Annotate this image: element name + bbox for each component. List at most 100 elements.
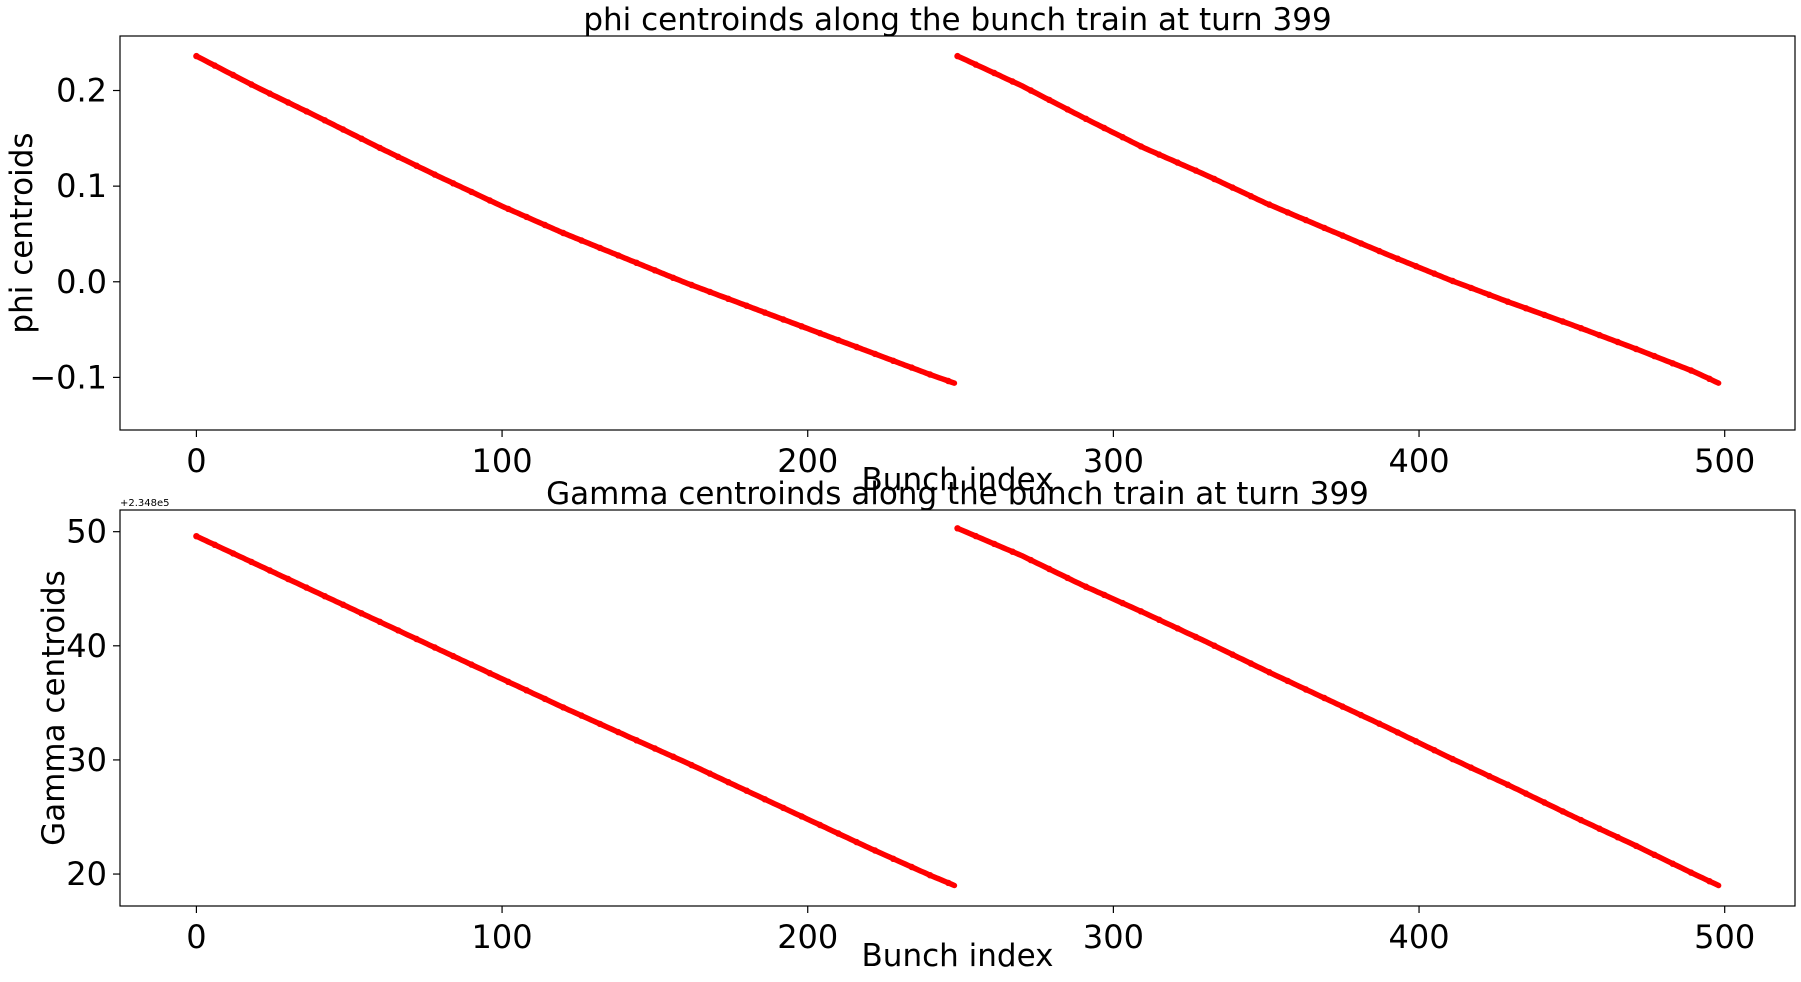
phi-data-point — [431, 171, 438, 178]
phi-data-point — [1504, 298, 1511, 305]
phi-data-point — [1046, 96, 1053, 104]
gamma-x-tick-label: 300 — [1083, 918, 1144, 956]
phi-data-point — [954, 52, 961, 60]
gamma-data-point — [229, 550, 237, 557]
gamma-series-marks — [193, 525, 1722, 889]
phi-data-point — [871, 350, 879, 358]
phi-data-point — [486, 197, 493, 204]
gamma-data-point — [468, 661, 475, 668]
phi-y-tick-label: 0.1 — [56, 167, 107, 205]
gamma-data-point — [1156, 616, 1163, 623]
gamma-data-point — [1376, 720, 1383, 727]
gamma-data-point — [1467, 764, 1475, 771]
gamma-data-point — [394, 627, 402, 634]
gamma-x-tick-label: 500 — [1694, 918, 1755, 956]
phi-data-point — [266, 90, 273, 97]
phi-data-point — [1522, 305, 1530, 312]
gamma-y-axis-label: Gamma centroids — [36, 570, 72, 846]
phi-plot-area — [119, 35, 1796, 431]
gamma-series-2 — [954, 525, 1722, 889]
gamma-data-point — [1632, 842, 1640, 850]
gamma-data-point — [1302, 686, 1310, 693]
phi-data-point — [1156, 151, 1163, 158]
phi-data-point — [468, 188, 475, 196]
phi-data-point — [394, 153, 402, 160]
gamma-data-point — [450, 652, 457, 660]
phi-data-point — [908, 364, 915, 371]
phi-data-point — [1119, 134, 1126, 141]
phi-data-point — [1394, 255, 1401, 262]
phi-axis-ticks: 0 100 200 300 400 500 −0.1 0.0 0.1 0.2 — [29, 72, 1755, 480]
phi-data-point — [1357, 240, 1365, 247]
gamma-data-point — [1339, 703, 1346, 710]
gamma-data-point — [1486, 773, 1493, 780]
gamma-data-point — [486, 670, 493, 677]
gamma-data-point — [798, 813, 805, 820]
phi-data-point — [1412, 263, 1420, 270]
gamma-data-point — [541, 695, 549, 703]
gamma-data-point — [321, 593, 328, 600]
gamma-x-tick-label: 100 — [472, 918, 533, 956]
gamma-data-point — [1504, 781, 1511, 788]
gamma-data-point — [1431, 747, 1438, 754]
phi-x-axis-label: Bunch index — [862, 462, 1054, 498]
phi-series-2 — [954, 52, 1722, 386]
phi-x-tick-label: 0 — [186, 442, 206, 480]
phi-data-point — [688, 281, 695, 289]
phi-data-point — [1229, 184, 1236, 191]
gamma-data-point — [248, 558, 255, 566]
phi-data-point — [1431, 270, 1438, 277]
gamma-data-point — [725, 779, 732, 786]
gamma-data-point — [211, 541, 218, 548]
gamma-data-point — [853, 838, 860, 846]
phi-data-point — [816, 330, 824, 337]
gamma-x-tick-label: 400 — [1389, 918, 1450, 956]
phi-data-point — [1101, 124, 1108, 132]
phi-data-point — [1321, 224, 1328, 232]
phi-y-tick-label: 0.2 — [56, 72, 107, 110]
gamma-series-2-line — [954, 525, 1722, 889]
phi-data-point — [706, 288, 714, 296]
phi-data-point — [560, 229, 567, 237]
phi-data-point — [413, 162, 420, 169]
gamma-data-point — [596, 720, 604, 728]
phi-data-point — [743, 302, 750, 309]
phi-data-point — [1486, 291, 1493, 298]
gamma-plot-area — [119, 509, 1796, 907]
phi-data-point — [578, 237, 585, 244]
gamma-data-point — [1559, 808, 1566, 815]
gamma-axis-ticks: 0 100 200 300 400 500 20 30 40 50 — [66, 513, 1755, 956]
gamma-y-tick-label: 40 — [66, 627, 107, 665]
gamma-data-point — [688, 761, 695, 769]
gamma-data-point — [376, 618, 383, 625]
phi-data-point — [972, 61, 979, 68]
gamma-data-point — [1137, 608, 1145, 615]
gamma-y-tick-label: 30 — [66, 741, 107, 779]
phi-data-point — [890, 357, 897, 364]
gamma-data-point — [431, 644, 438, 651]
gamma-data-point — [633, 737, 640, 744]
phi-data-point — [1614, 338, 1621, 346]
gamma-series-1 — [193, 533, 958, 889]
gamma-data-point — [523, 687, 530, 694]
gamma-data-point — [1687, 869, 1695, 876]
phi-subplot: 0 100 200 300 400 500 −0.1 0.0 0.1 0.2 phi centro… — [4, 2, 1796, 498]
gamma-data-point — [1706, 878, 1713, 885]
phi-x-tick-label: 300 — [1083, 442, 1144, 480]
phi-data-point — [1266, 201, 1273, 208]
gamma-data-point — [1596, 825, 1603, 832]
phi-data-point — [1064, 106, 1071, 113]
gamma-data-point — [1449, 755, 1456, 763]
phi-data-point — [596, 244, 604, 252]
phi-data-point — [376, 144, 383, 152]
phi-y-axis-label: phi centroids — [4, 132, 40, 333]
phi-data-point — [1559, 318, 1566, 325]
phi-data-point — [1632, 345, 1640, 353]
gamma-data-point — [615, 728, 622, 736]
phi-series-marks — [193, 52, 1722, 386]
gamma-x-tick-label: 200 — [777, 918, 838, 956]
gamma-data-point — [266, 567, 273, 574]
gamma-data-point — [1082, 583, 1090, 590]
phi-data-point — [670, 274, 677, 281]
gamma-data-point — [1009, 548, 1016, 555]
